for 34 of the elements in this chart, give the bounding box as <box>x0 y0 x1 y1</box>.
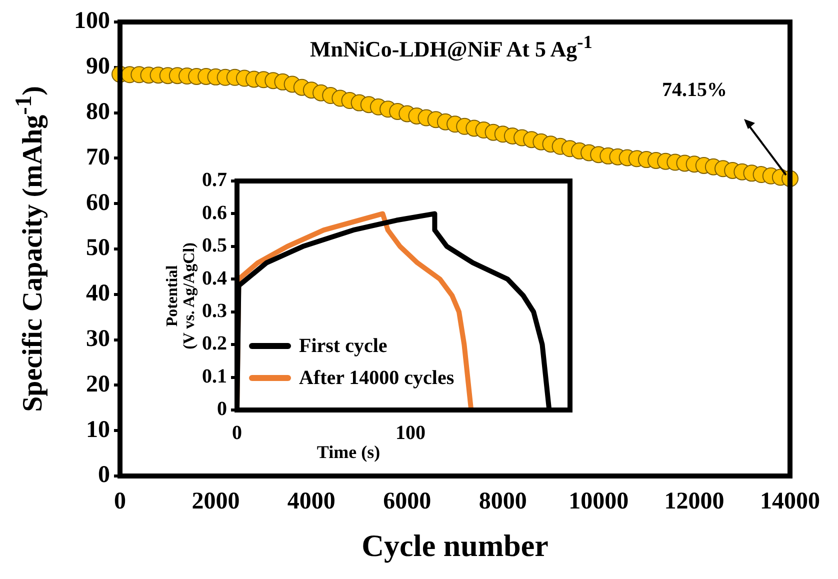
y-tick-label: 30 <box>86 326 110 352</box>
y-tick-label: 60 <box>86 190 110 216</box>
y-tick-label: 100 <box>74 8 110 34</box>
y-tick-label: 0.3 <box>202 300 227 322</box>
x-tick-label: 0 <box>114 488 126 515</box>
x-tick-label: 6000 <box>383 488 432 515</box>
text: MnNiCo-LDH@NiF At 5 Ag$^{-1}$ <box>310 32 592 62</box>
x-tick-label: 10000 <box>568 488 629 515</box>
y-tick-label: 90 <box>86 54 110 80</box>
y-axis-title: Potential (V vs. Ag/AgCl) <box>164 242 199 349</box>
y-tick-label: 50 <box>86 235 110 262</box>
y-tick-label: 0.7 <box>202 169 227 192</box>
x-axis-title: Cycle number <box>362 528 548 564</box>
y-tick-label: 20 <box>86 371 110 398</box>
x-axis-title: Time (s) <box>316 442 380 463</box>
y-tick-label: 0.4 <box>202 267 227 290</box>
x-tick-label: 12000 <box>664 488 724 515</box>
y-tick-label: 0 <box>217 398 227 420</box>
x-tick-label: 4000 <box>287 488 336 515</box>
y-tick-label: 70 <box>86 144 110 170</box>
annotation: 74.15% <box>662 78 727 102</box>
y-tick-label: 10 <box>86 416 110 443</box>
legend-label: First cycle <box>299 334 388 359</box>
y-tick-label: 0 <box>98 462 110 488</box>
y-tick-label: 0.1 <box>202 365 227 388</box>
x-tick-label: 8000 <box>478 488 527 515</box>
y-tick-label: 80 <box>86 99 110 126</box>
legend-label: After 14000 cycles <box>299 366 454 391</box>
y-tick-label: 0.6 <box>202 202 227 224</box>
y-tick-label: 0.2 <box>202 332 227 355</box>
y-tick-label: 0.5 <box>202 234 227 257</box>
x-tick-label: 14000 <box>760 488 820 515</box>
x-tick-label: 2000 <box>192 488 240 515</box>
y-tick-label: 40 <box>86 280 110 307</box>
